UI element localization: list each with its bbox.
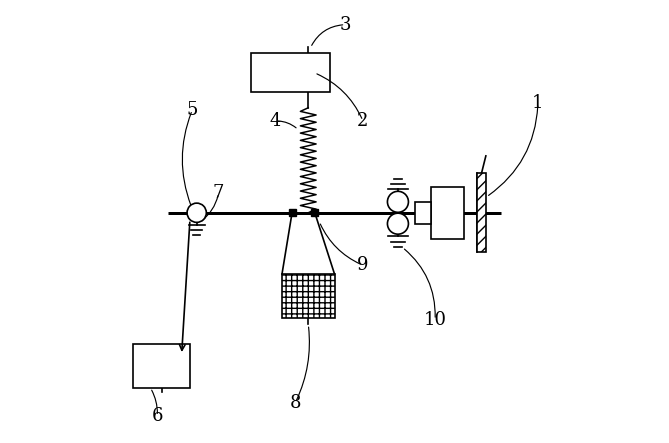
Circle shape (187, 203, 206, 222)
Bar (311, 209, 318, 216)
Bar (282, 274, 334, 318)
Text: 5: 5 (187, 101, 198, 119)
Text: 4: 4 (270, 112, 281, 130)
Bar (133, 344, 190, 388)
Text: 8: 8 (290, 394, 301, 412)
Bar (477, 173, 486, 252)
Text: 9: 9 (357, 256, 369, 274)
Text: 2: 2 (357, 112, 369, 130)
Bar (252, 53, 330, 93)
Circle shape (387, 213, 409, 234)
Circle shape (387, 191, 409, 212)
Bar (415, 202, 431, 224)
Text: 10: 10 (423, 311, 447, 329)
Bar (288, 209, 296, 216)
Text: 3: 3 (340, 16, 351, 34)
Bar (431, 187, 464, 239)
Text: 6: 6 (152, 407, 163, 425)
Text: 1: 1 (532, 94, 544, 113)
Text: 7: 7 (213, 184, 224, 202)
